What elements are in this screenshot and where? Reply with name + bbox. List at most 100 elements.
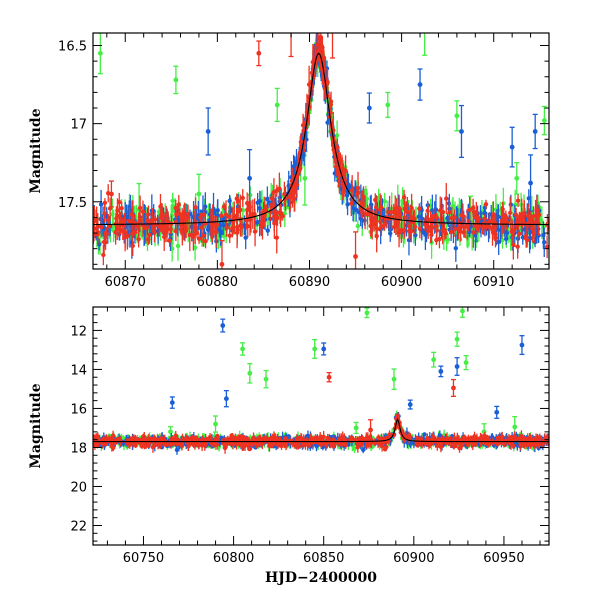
data-point-red: [223, 212, 229, 217]
data-point-red: [234, 230, 240, 235]
data-point-green: [175, 243, 181, 249]
data-point-red: [102, 211, 107, 216]
outlier-point-red: [353, 254, 358, 259]
data-point-red: [399, 228, 404, 234]
data-point-blue: [350, 205, 356, 211]
x-tick-label: 60870: [105, 275, 146, 290]
data-point-red: [198, 215, 203, 220]
data-point-red: [106, 217, 111, 223]
data-point-red: [476, 223, 482, 228]
data-point-red: [405, 209, 410, 215]
data-point-red: [493, 235, 499, 241]
outlier-point-green: [168, 429, 173, 435]
outlier-point-red: [330, 27, 335, 32]
data-point-red: [320, 45, 325, 50]
outlier-point-green: [196, 191, 202, 197]
data-point-red: [264, 206, 269, 211]
outlier-point-blue: [205, 129, 211, 134]
outlier-point-green: [454, 113, 460, 119]
outlier-point-red: [109, 191, 114, 197]
outlier-point-red: [289, 24, 294, 29]
data-point-blue: [265, 228, 270, 233]
outlier-point-green: [422, 27, 427, 32]
data-point-blue: [206, 224, 211, 230]
data-point-blue: [361, 447, 366, 452]
data-point-red: [178, 227, 184, 232]
outlier-point-green: [514, 175, 520, 181]
data-point-red: [211, 223, 217, 229]
x-tick-label: 60890: [289, 275, 330, 290]
data-point-red: [252, 211, 257, 217]
outlier-point-green: [274, 102, 280, 108]
data-point-red: [434, 223, 439, 229]
data-point-red: [130, 243, 135, 249]
data-point-blue: [349, 184, 354, 189]
data-point-green: [473, 238, 479, 244]
outlier-point-red: [256, 50, 262, 56]
data-point-blue: [503, 236, 509, 242]
data-point-red: [407, 223, 412, 229]
data-point-blue: [526, 196, 531, 201]
data-point-red: [133, 229, 138, 235]
data-point-blue: [433, 207, 439, 212]
data-point-red: [515, 244, 520, 249]
data-point-red: [192, 225, 198, 231]
outlier-point-green: [247, 370, 253, 376]
data-point-red: [160, 213, 165, 219]
data-point-red: [196, 236, 202, 241]
data-point-red: [471, 230, 476, 235]
data-point-red: [487, 224, 492, 230]
data-point-red: [422, 221, 428, 227]
data-point-red: [269, 196, 275, 201]
outlier-point-green: [302, 175, 308, 181]
data-point-red: [355, 190, 361, 195]
data-point-red: [483, 202, 489, 207]
data-point-red: [452, 227, 458, 232]
data-point-red: [146, 212, 151, 217]
data-point-red: [136, 224, 141, 229]
data-point-red: [349, 188, 355, 193]
data-point-green: [445, 237, 451, 242]
outlier-point-red: [219, 261, 225, 267]
data-point-red: [146, 237, 151, 242]
data-point-red: [94, 217, 99, 222]
data-point-red: [101, 239, 107, 245]
data-point-red: [535, 214, 540, 219]
data-point-red: [224, 225, 229, 230]
panel-frame: [92, 32, 550, 270]
data-point-red: [461, 230, 467, 235]
data-point-red: [227, 214, 232, 219]
data-point-red: [125, 233, 130, 239]
data-point-red: [467, 207, 472, 213]
data-point-red: [213, 229, 219, 235]
data-point-red: [409, 228, 414, 234]
outlier-point-blue: [247, 175, 253, 181]
data-point-red: [306, 82, 312, 87]
data-point-red: [221, 204, 227, 209]
data-point-red: [365, 212, 370, 217]
data-point-blue: [362, 218, 367, 223]
data-point-red: [130, 213, 136, 219]
data-point-red: [290, 186, 296, 191]
data-point-red: [104, 231, 109, 236]
data-point-red: [409, 205, 414, 211]
outlier-point-green: [460, 308, 465, 314]
outlier-point-green: [97, 50, 103, 56]
data-point-red: [335, 145, 340, 150]
data-point-red: [173, 228, 179, 234]
data-point-red: [519, 211, 524, 217]
data-point-red: [120, 219, 125, 225]
data-point-red: [382, 221, 387, 227]
data-point-red: [387, 209, 392, 215]
outlier-point-green: [173, 77, 179, 83]
data-point-blue: [255, 200, 260, 205]
data-point-green: [355, 223, 361, 229]
data-point-blue: [496, 239, 501, 245]
data-point-blue: [419, 216, 425, 222]
data-point-red: [275, 215, 280, 221]
model-curve: [93, 52, 549, 226]
x-tick-label: 60880: [197, 275, 238, 290]
data-point-red: [277, 210, 282, 215]
data-point-red: [193, 205, 198, 210]
data-point-red: [116, 226, 122, 232]
